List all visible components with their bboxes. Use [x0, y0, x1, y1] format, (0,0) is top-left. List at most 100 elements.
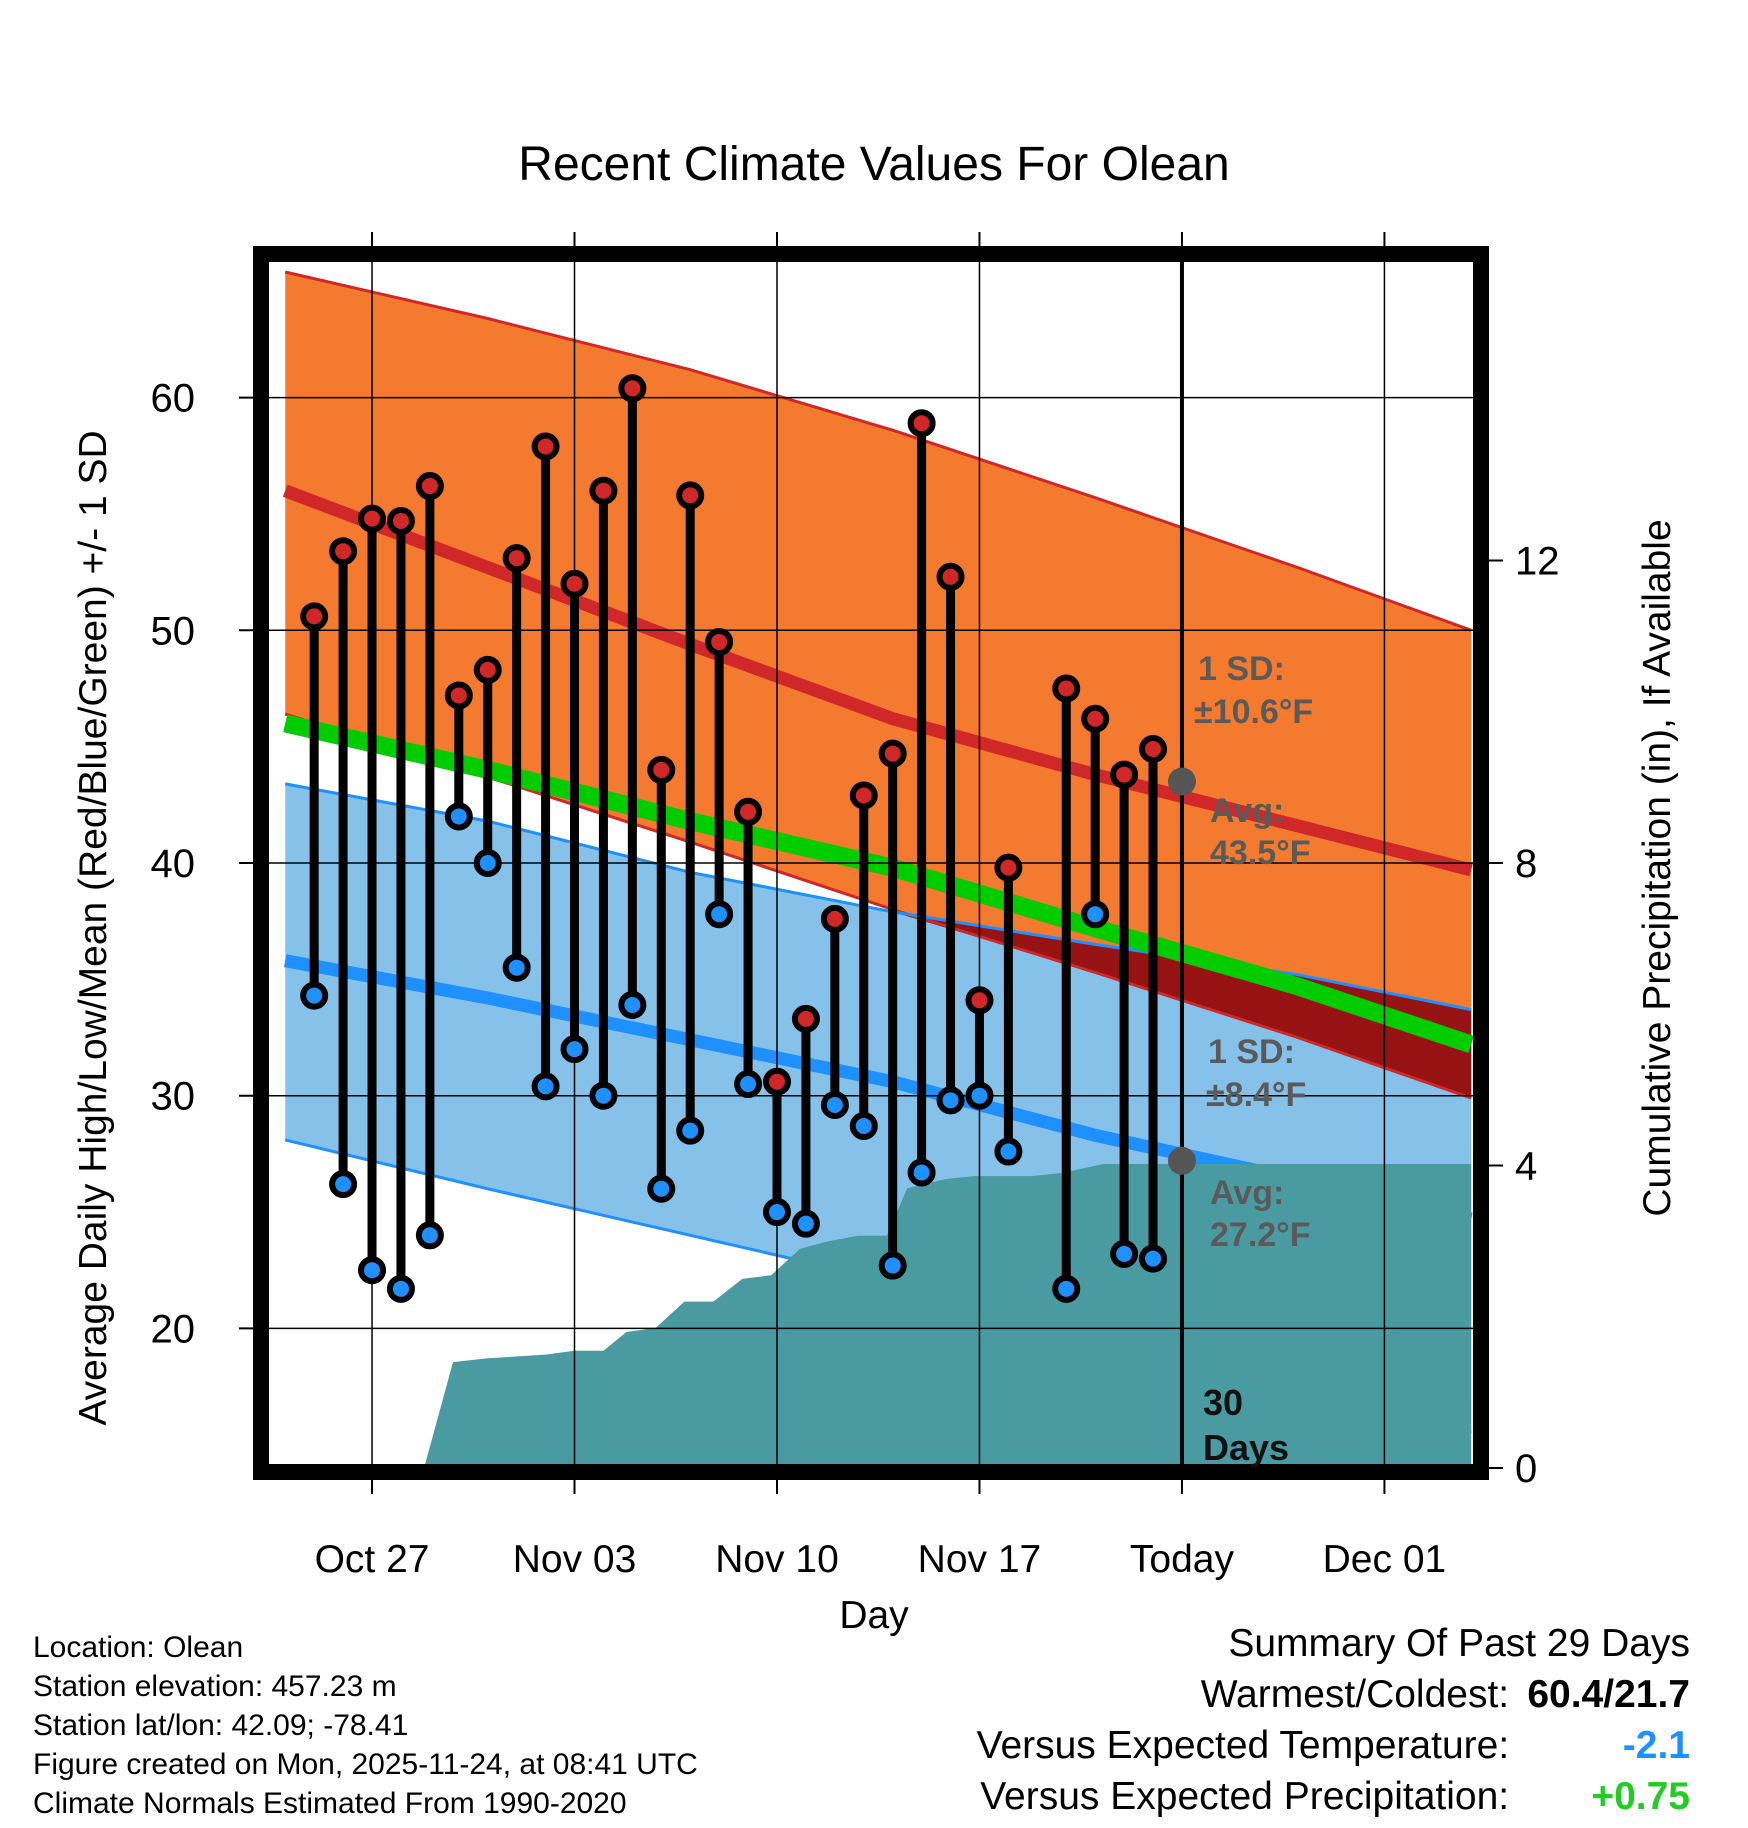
high-avg-marker: [1167, 767, 1196, 796]
plot-frame: [253, 246, 1489, 1480]
y-tick-label: 60: [151, 377, 196, 421]
elevation-text: Station elevation: 457.23 m: [33, 1670, 397, 1703]
daily-high-point: [907, 409, 936, 438]
daily-low-point: [1110, 1239, 1139, 1268]
daily-high-point: [1052, 674, 1081, 703]
y-tick-label: 50: [151, 609, 196, 653]
y2-tick-label: 0: [1515, 1447, 1537, 1491]
chart-title: Recent Climate Values For Olean: [518, 138, 1229, 191]
high-plus-sd-line: [284, 270, 1472, 632]
daily-low-point: [329, 1170, 358, 1199]
daily-low-point: [531, 1072, 560, 1101]
daily-high-point: [849, 781, 878, 810]
y-tick-label: 20: [151, 1307, 196, 1351]
x-tick-label: Today: [1130, 1538, 1235, 1581]
annotations: 1 SD: ±10.6°F Avg: 43.5°F 1 SD: ±8.4°F A…: [1194, 650, 1313, 1468]
daily-low-point: [965, 1081, 994, 1110]
daily-high-point: [444, 681, 473, 710]
daily-high-point: [994, 853, 1023, 882]
daily-low-point: [415, 1221, 444, 1250]
daily-high-point: [676, 481, 705, 510]
daily-high-point: [1110, 760, 1139, 789]
temp-label: Versus Expected Temperature:: [976, 1724, 1510, 1767]
daily-high-point: [878, 739, 907, 768]
temp-row: Versus Expected Temperature: -2.1: [977, 1720, 1690, 1771]
daily-high-point: [647, 755, 676, 784]
normals-text: Climate Normals Estimated From 1990-2020: [33, 1787, 627, 1820]
daily-low-point: [849, 1111, 878, 1140]
x-tick-label: Nov 17: [918, 1538, 1042, 1581]
period-label-line2: Days: [1203, 1427, 1289, 1468]
precip-row: Versus Expected Precipitation: +0.75: [977, 1771, 1690, 1822]
daily-low-point: [994, 1137, 1023, 1166]
x-tick-label: Oct 27: [315, 1538, 430, 1581]
y-tick-label: 40: [151, 842, 196, 886]
y2-tick-label: 8: [1515, 842, 1537, 886]
station-info: Location: Olean Station elevation: 457.2…: [33, 1628, 698, 1823]
daily-high-point: [300, 602, 329, 631]
daily-high-point: [791, 1004, 820, 1033]
summary-title: Summary Of Past 29 Days: [1228, 1622, 1690, 1665]
daily-low-point: [589, 1081, 618, 1110]
daily-low-point: [473, 849, 502, 877]
daily-high-point: [415, 472, 444, 501]
daily-high-point: [531, 432, 560, 461]
normal-high-line: [282, 484, 1473, 877]
daily-low-point: [502, 953, 531, 982]
daily-low-point: [791, 1209, 820, 1238]
low-avg-marker: [1167, 1146, 1196, 1175]
daily-low-point: [762, 1198, 791, 1227]
daily-low-point: [386, 1274, 415, 1303]
daily-low-point: [1052, 1274, 1081, 1303]
daily-high-point: [589, 476, 618, 505]
daily-low-point: [444, 802, 473, 831]
y-tick-label: 30: [151, 1075, 196, 1119]
daily-low-point: [907, 1158, 936, 1187]
chart-marks: [300, 374, 1196, 1303]
daily-high-point: [618, 374, 647, 403]
daily-high-point: [734, 797, 763, 826]
daily-high-point: [1139, 734, 1168, 763]
x-axis-label: Day: [839, 1594, 909, 1637]
temp-value: -2.1: [1622, 1724, 1690, 1767]
daily-high-point: [473, 655, 502, 684]
daily-high-point: [358, 504, 387, 533]
daily-low-point: [820, 1091, 849, 1119]
x-tick-label: Nov 10: [715, 1538, 839, 1581]
y-axis-label: Average Daily High/Low/Mean (Red/Blue/Gr…: [72, 430, 115, 1425]
precip-area: [424, 1164, 1472, 1468]
y2-axis-label: Cumulative Precipitation (in), If Availa…: [1636, 519, 1679, 1216]
daily-low-point: [560, 1035, 589, 1064]
daily-high-point: [1081, 704, 1110, 733]
precip-value: +0.75: [1591, 1775, 1690, 1818]
low-sd-label: 1 SD:: [1208, 1033, 1295, 1071]
y2-tick-label: 12: [1515, 540, 1560, 584]
daily-high-point: [329, 537, 358, 566]
latlon-text: Station lat/lon: 42.09; -78.41: [33, 1709, 409, 1742]
low-sd-value: ±8.4°F: [1206, 1076, 1306, 1114]
low-avg-label: Avg:: [1210, 1174, 1284, 1212]
chart-axes: 20 30 40 50 60 0 4 8 12 Oct 27 Nov 03 Nov 10 Nov 17 T…: [151, 232, 1560, 1581]
summary-panel: Summary Of Past 29 Days Warmest/Coldest:…: [977, 1618, 1690, 1822]
y2-tick-label: 4: [1515, 1145, 1537, 1189]
daily-low-point: [676, 1116, 705, 1145]
warm-cold-label: Warmest/Coldest:: [1200, 1673, 1510, 1716]
precip-label: Versus Expected Precipitation:: [980, 1775, 1510, 1818]
warm-cold-value: 60.4/21.7: [1527, 1673, 1690, 1716]
daily-low-point: [734, 1070, 763, 1099]
high-sd-value: ±10.6°F: [1194, 693, 1313, 731]
high-avg-value: 43.5°F: [1210, 834, 1311, 872]
high-sd-label: 1 SD:: [1198, 650, 1285, 688]
high-avg-label: Avg:: [1210, 792, 1284, 830]
daily-high-point: [820, 904, 849, 933]
daily-low-point: [618, 990, 647, 1019]
daily-low-point: [358, 1256, 387, 1285]
low-avg-value: 27.2°F: [1210, 1216, 1311, 1254]
daily-high-point: [502, 544, 531, 573]
daily-low-point: [647, 1174, 676, 1203]
daily-high-point: [560, 569, 589, 598]
daily-high-point: [762, 1067, 791, 1096]
daily-low-point: [1139, 1244, 1168, 1273]
plot-area: [265, 258, 1477, 1468]
